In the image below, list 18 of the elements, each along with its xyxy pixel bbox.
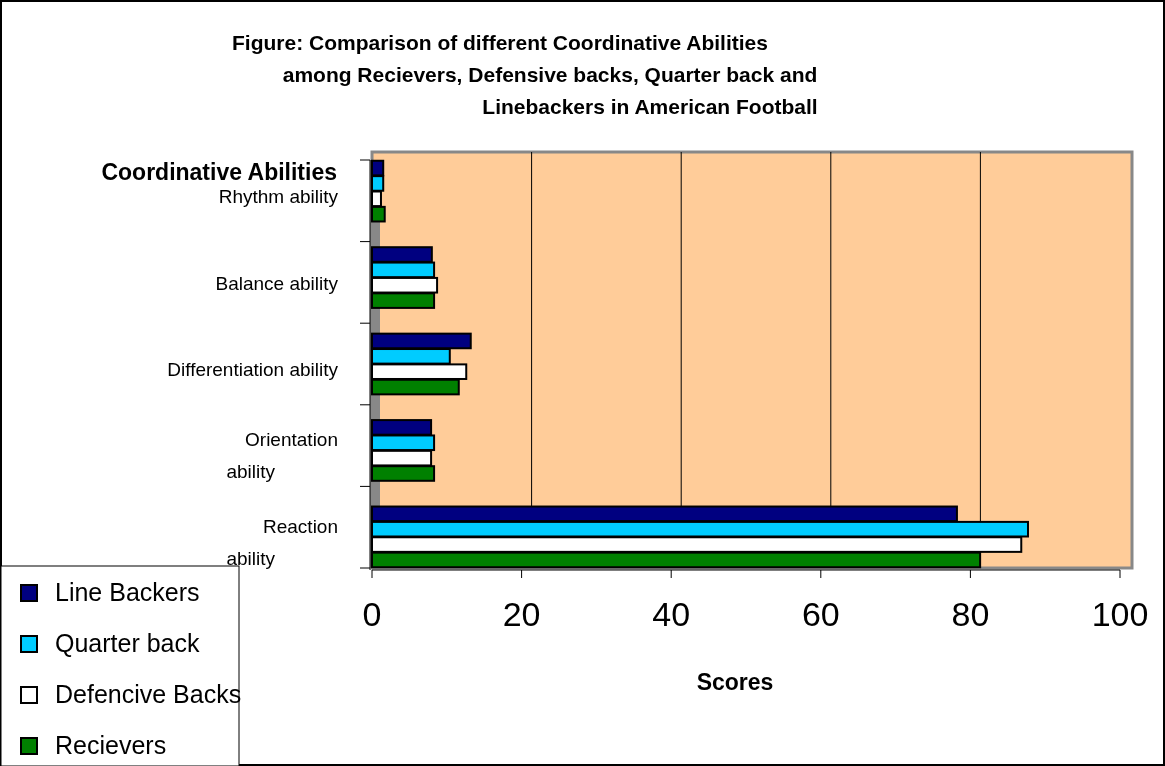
x-tick-label: 100 <box>1091 595 1149 633</box>
legend-label: Recievers <box>55 731 167 759</box>
x-tick-label: 60 <box>801 595 840 633</box>
x-tick-label: 40 <box>652 595 691 633</box>
y-tick-label: Reaction ability <box>226 515 338 569</box>
chart-title: Figure: Comparison of different Coordinative Abilities among Recievers, Defensive backs, Quarter back and Linebackers in American Football <box>232 31 818 118</box>
legend-label: Defencive Backs <box>55 680 242 708</box>
y-axis-title: Coordinative Abilities <box>101 159 337 185</box>
x-tick-label: 80 <box>951 595 990 633</box>
legend-label: Line Backers <box>55 578 200 606</box>
x-tick-label: 0 <box>362 595 382 633</box>
x-axis-title: Scores <box>696 669 774 695</box>
y-tick-label: Orientation ability <box>226 429 338 483</box>
y-tick-label: Differentiation ability <box>167 359 339 380</box>
y-tick-label: Balance ability <box>215 272 339 294</box>
y-tick-label: Rhythm ability <box>218 186 339 208</box>
x-tick-label: 20 <box>502 595 541 633</box>
legend-label: Quarter back <box>55 629 201 657</box>
